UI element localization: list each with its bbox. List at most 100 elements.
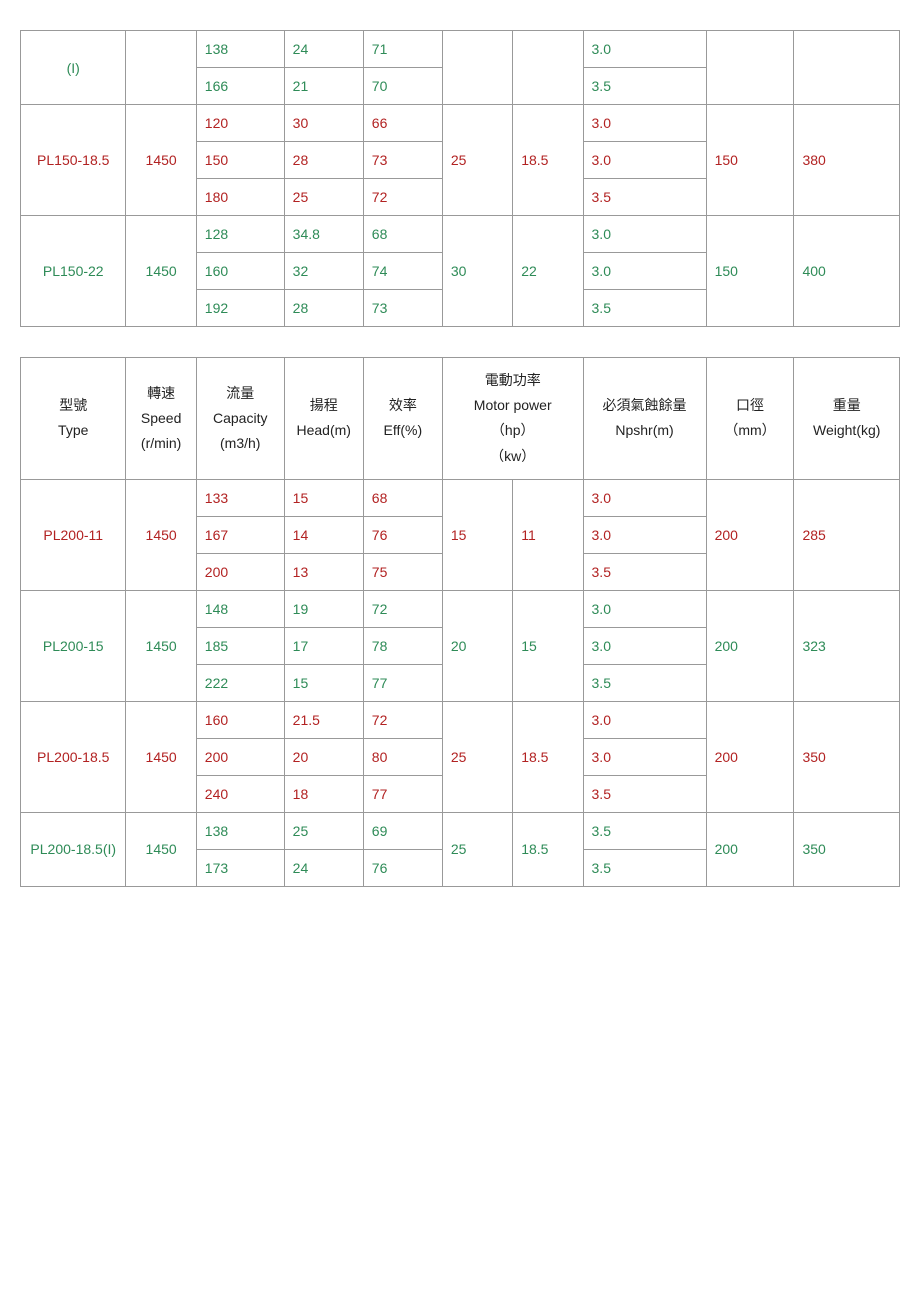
- col-dia: 口徑（mm）: [706, 358, 794, 480]
- cell-head: 21: [284, 68, 363, 105]
- spec-table-top: (I)13824713.016621703.5PL150-18.51450120…: [20, 30, 900, 327]
- table-gap: [20, 327, 900, 357]
- cell-head: 24: [284, 849, 363, 886]
- cell-head: 18: [284, 775, 363, 812]
- cell-capacity: 200: [196, 738, 284, 775]
- cell-head: 15: [284, 479, 363, 516]
- col-type: 型號Type: [21, 358, 126, 480]
- cell-npsh: 3.5: [583, 775, 706, 812]
- cell-weight: 380: [794, 105, 900, 216]
- cell-capacity: 138: [196, 31, 284, 68]
- table-row: PL150-22145012834.86830223.0150400: [21, 216, 900, 253]
- spec-table-bottom: 型號Type轉速Speed(r/min)流量Capacity(m3/h)揚程He…: [20, 357, 900, 887]
- cell-kw: 22: [513, 216, 583, 327]
- cell-eff: 73: [363, 290, 442, 327]
- col-weight: 重量Weight(kg): [794, 358, 900, 480]
- cell-capacity: 185: [196, 627, 284, 664]
- cell-weight: 285: [794, 479, 900, 590]
- col-head: 揚程Head(m): [284, 358, 363, 480]
- cell-model: PL200-11: [21, 479, 126, 590]
- cell-eff: 78: [363, 627, 442, 664]
- cell-npsh: 3.0: [583, 31, 706, 68]
- cell-eff: 71: [363, 31, 442, 68]
- cell-npsh: 3.0: [583, 701, 706, 738]
- cell-npsh: 3.0: [583, 105, 706, 142]
- cell-capacity: 160: [196, 701, 284, 738]
- cell-hp: 15: [442, 479, 512, 590]
- col-motor: 電動功率Motor power（hp）（kw）: [442, 358, 583, 480]
- table-row: PL200-18.5(I)145013825692518.53.5200350: [21, 812, 900, 849]
- cell-npsh: 3.0: [583, 738, 706, 775]
- pump-spec-table-1: (I)13824713.016621703.5PL150-18.51450120…: [20, 30, 900, 327]
- cell-hp: 25: [442, 105, 512, 216]
- cell-hp: 25: [442, 701, 512, 812]
- cell-npsh: 3.5: [583, 179, 706, 216]
- cell-kw: 11: [513, 479, 583, 590]
- cell-eff: 72: [363, 179, 442, 216]
- cell-eff: 70: [363, 68, 442, 105]
- cell-head: 13: [284, 553, 363, 590]
- cell-npsh: 3.0: [583, 590, 706, 627]
- cell-hp: [442, 31, 512, 105]
- cell-capacity: 133: [196, 479, 284, 516]
- cell-head: 34.8: [284, 216, 363, 253]
- cell-capacity: 128: [196, 216, 284, 253]
- cell-capacity: 150: [196, 142, 284, 179]
- cell-capacity: 173: [196, 849, 284, 886]
- cell-dia: 150: [706, 216, 794, 327]
- cell-eff: 80: [363, 738, 442, 775]
- cell-npsh: 3.0: [583, 479, 706, 516]
- cell-capacity: 180: [196, 179, 284, 216]
- cell-capacity: 192: [196, 290, 284, 327]
- cell-npsh: 3.0: [583, 627, 706, 664]
- cell-eff: 72: [363, 590, 442, 627]
- cell-npsh: 3.0: [583, 253, 706, 290]
- cell-eff: 69: [363, 812, 442, 849]
- cell-kw: 15: [513, 590, 583, 701]
- cell-head: 32: [284, 253, 363, 290]
- cell-weight: 400: [794, 216, 900, 327]
- table-row: PL150-18.5145012030662518.53.0150380: [21, 105, 900, 142]
- cell-eff: 75: [363, 553, 442, 590]
- cell-capacity: 167: [196, 516, 284, 553]
- cell-npsh: 3.5: [583, 849, 706, 886]
- cell-model: PL200-18.5: [21, 701, 126, 812]
- cell-model: PL200-18.5(I): [21, 812, 126, 886]
- cell-dia: 200: [706, 701, 794, 812]
- cell-hp: 20: [442, 590, 512, 701]
- cell-dia: [706, 31, 794, 105]
- cell-hp: 25: [442, 812, 512, 886]
- cell-capacity: 222: [196, 664, 284, 701]
- cell-eff: 73: [363, 142, 442, 179]
- cell-npsh: 3.5: [583, 812, 706, 849]
- cell-head: 17: [284, 627, 363, 664]
- cell-head: 15: [284, 664, 363, 701]
- cell-npsh: 3.5: [583, 68, 706, 105]
- cell-npsh: 3.0: [583, 142, 706, 179]
- cell-model: (I): [21, 31, 126, 105]
- pump-spec-table-2: 型號Type轉速Speed(r/min)流量Capacity(m3/h)揚程He…: [20, 357, 900, 887]
- cell-capacity: 200: [196, 553, 284, 590]
- cell-dia: 150: [706, 105, 794, 216]
- cell-head: 19: [284, 590, 363, 627]
- table-row: PL200-111450133156815113.0200285: [21, 479, 900, 516]
- cell-weight: 350: [794, 701, 900, 812]
- cell-dia: 200: [706, 479, 794, 590]
- cell-npsh: 3.0: [583, 216, 706, 253]
- cell-model: PL200-15: [21, 590, 126, 701]
- cell-weight: [794, 31, 900, 105]
- col-eff: 效率Eff(%): [363, 358, 442, 480]
- cell-eff: 68: [363, 216, 442, 253]
- cell-capacity: 120: [196, 105, 284, 142]
- table-row: (I)13824713.0: [21, 31, 900, 68]
- cell-kw: 18.5: [513, 701, 583, 812]
- col-npsh: 必須氣蝕餘量Npshr(m): [583, 358, 706, 480]
- cell-head: 25: [284, 179, 363, 216]
- cell-head: 14: [284, 516, 363, 553]
- cell-kw: 18.5: [513, 812, 583, 886]
- col-speed: 轉速Speed(r/min): [126, 358, 196, 480]
- cell-dia: 200: [706, 590, 794, 701]
- cell-kw: [513, 31, 583, 105]
- cell-capacity: 148: [196, 590, 284, 627]
- cell-weight: 323: [794, 590, 900, 701]
